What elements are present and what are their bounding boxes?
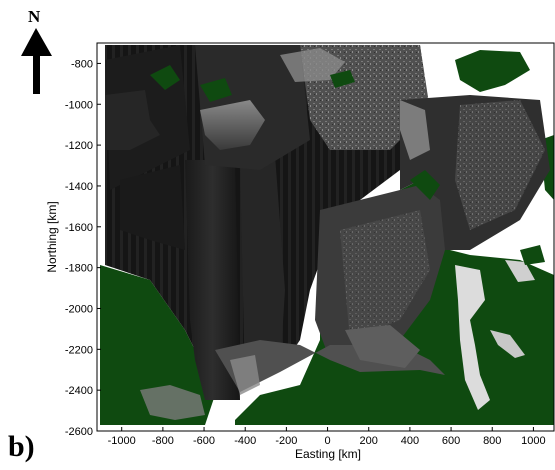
x-tick-label: -600	[193, 435, 215, 447]
x-tick-label: -1000	[108, 435, 136, 447]
y-tick-label: -2400	[65, 385, 93, 397]
panel-label: b)	[8, 430, 35, 463]
y-tick-label: -1200	[65, 140, 93, 152]
svg-text:N: N	[28, 7, 41, 26]
x-tick-label: 1000	[521, 435, 545, 447]
x-tick-label: 600	[442, 435, 460, 447]
plot-frame	[96, 42, 555, 432]
x-tick-label: -200	[275, 435, 297, 447]
x-tick-label: 400	[401, 435, 419, 447]
y-tick-label: -2000	[65, 303, 93, 315]
y-tick-label: -2200	[65, 344, 93, 356]
x-tick-label: 0	[324, 435, 330, 447]
y-tick-label: -1800	[65, 263, 93, 275]
x-axis-title: Easting [km]	[295, 447, 361, 461]
y-axis: -800 -1000 -1200 -1400 -1600 -1800 -2000 -2200 -…	[65, 58, 101, 438]
x-axis: -1000 -800 -600 -400 -200 0 200 400 600 800 1000	[108, 427, 546, 447]
north-arrow-icon: N	[21, 7, 52, 94]
x-tick-label: 200	[360, 435, 378, 447]
y-tick-label: -1600	[65, 222, 93, 234]
mosaic-image	[97, 43, 554, 431]
y-tick-label: -1400	[65, 181, 93, 193]
y-tick-label: -800	[71, 58, 93, 70]
islands	[150, 65, 545, 265]
x-tick-label: -400	[234, 435, 256, 447]
y-axis-title: Northing [km]	[45, 201, 59, 272]
y-tick-label: -1000	[65, 99, 93, 111]
x-tick-label: -800	[152, 435, 174, 447]
x-tick-label: 800	[483, 435, 501, 447]
y-tick-label: -2600	[65, 426, 93, 438]
bright-ice-patches	[140, 48, 535, 420]
